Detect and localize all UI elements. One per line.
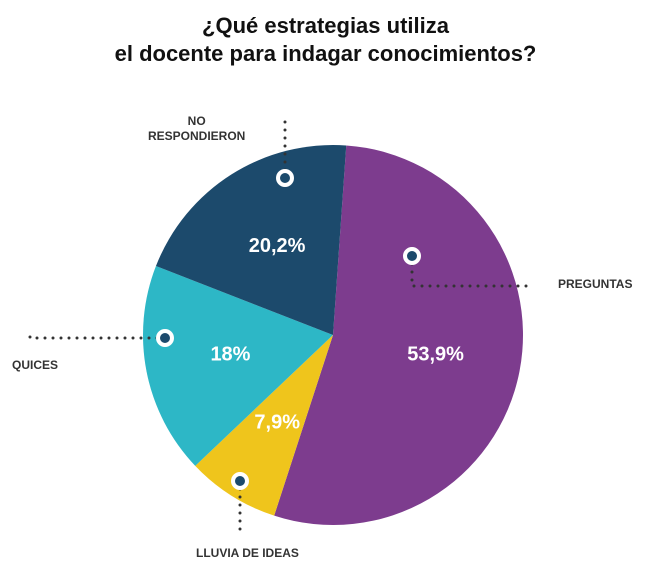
pie-slice bbox=[274, 145, 523, 525]
pie-slice bbox=[195, 335, 333, 516]
category-label: LLUVIA DE IDEAS bbox=[196, 546, 299, 560]
category-label: NO RESPONDIERON bbox=[148, 114, 246, 143]
marker bbox=[156, 329, 174, 347]
value-label: 18% bbox=[210, 343, 250, 365]
callouts bbox=[28, 118, 532, 537]
value-label: 20,2% bbox=[249, 235, 306, 257]
category-label: QUICES bbox=[12, 358, 59, 372]
marker bbox=[276, 169, 294, 187]
category-label: PREGUNTAS bbox=[558, 277, 633, 291]
marker bbox=[231, 472, 249, 490]
marker bbox=[403, 247, 421, 265]
value-label: 7,9% bbox=[254, 412, 300, 434]
pie-slice bbox=[155, 145, 347, 335]
value-label: 53,9% bbox=[407, 343, 464, 365]
chart-title: ¿Qué estrategias utiliza el docente para… bbox=[114, 13, 537, 66]
pie-slice bbox=[143, 266, 333, 466]
leader bbox=[28, 330, 167, 340]
